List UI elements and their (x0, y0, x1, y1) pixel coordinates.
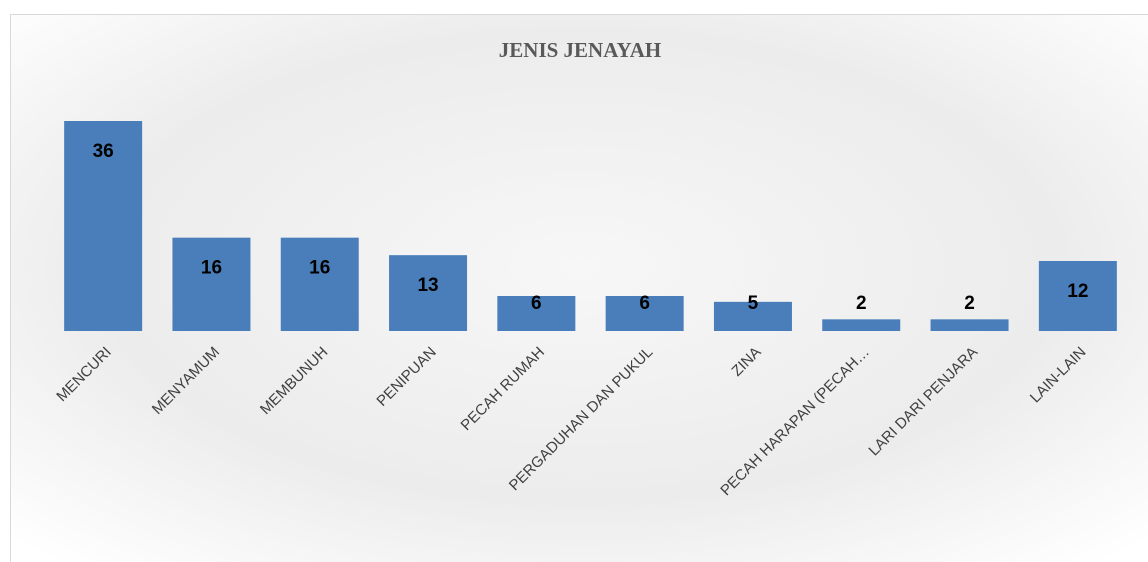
data-label: 6 (639, 293, 650, 314)
data-label: 16 (201, 258, 222, 279)
data-label: 2 (856, 293, 867, 314)
bar (497, 296, 576, 331)
bar (822, 319, 901, 331)
data-label: 12 (1067, 281, 1088, 302)
bar (605, 296, 684, 331)
data-label: 13 (417, 275, 438, 296)
data-label: 2 (964, 293, 975, 314)
bar (389, 255, 468, 331)
bar (930, 319, 1009, 331)
bar (64, 121, 143, 331)
data-label: 5 (748, 293, 759, 314)
bar (1038, 261, 1117, 331)
bar (280, 237, 359, 331)
data-label: 36 (93, 141, 114, 162)
data-label: 16 (309, 258, 330, 279)
chart-title: JENIS JENAYAH (499, 38, 661, 62)
bar (172, 237, 251, 331)
bar (713, 301, 792, 331)
data-label: 6 (531, 293, 542, 314)
